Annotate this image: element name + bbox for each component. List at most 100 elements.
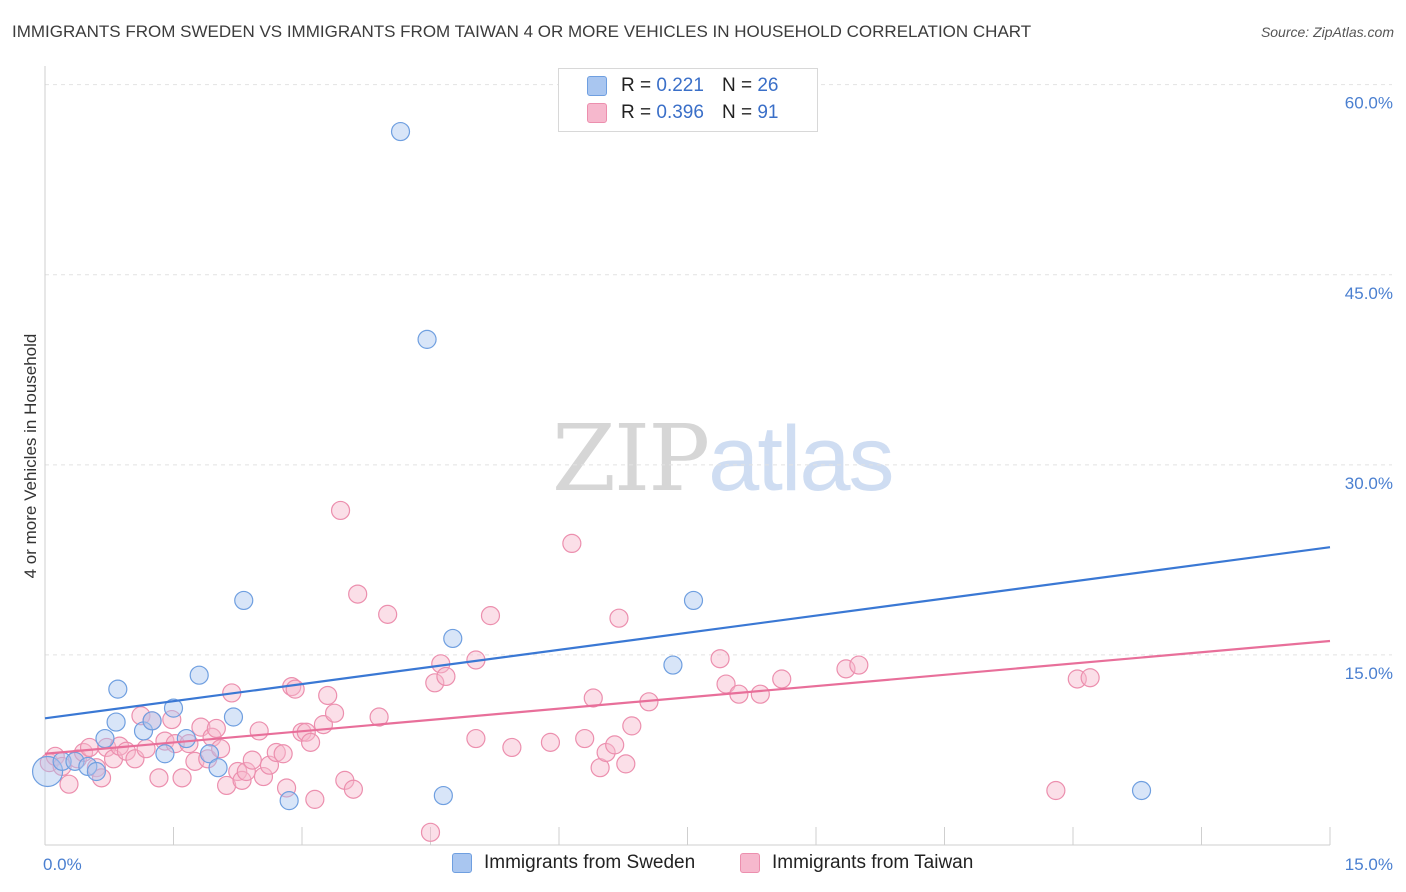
- y-tick-label: 60.0%: [1345, 94, 1393, 113]
- source-credit: Source: ZipAtlas.com: [1260, 24, 1394, 40]
- sweden-point: [155, 744, 175, 764]
- taiwan-point: [136, 739, 156, 759]
- sweden-point: [176, 728, 196, 749]
- taiwan-trend-line: [44, 639, 1331, 755]
- taiwan-point: [217, 775, 237, 796]
- chart-title: IMMIGRANTS FROM SWEDEN VS IMMIGRANTS FRO…: [12, 22, 1032, 41]
- sweden-point: [95, 728, 115, 749]
- x-tick-label: 15.0%: [1345, 855, 1393, 874]
- taiwan-point: [149, 768, 169, 788]
- taiwan-point: [836, 659, 856, 679]
- taiwan-point: [609, 608, 629, 628]
- bottom-swatch-taiwan: [740, 853, 760, 873]
- taiwan-point: [91, 768, 112, 788]
- taiwan-point: [172, 768, 192, 788]
- bottom-legend-label-taiwan: Immigrants from Taiwan: [772, 852, 974, 873]
- legend-r-label: R =: [621, 102, 652, 123]
- taiwan-point: [605, 735, 625, 755]
- taiwan-point: [575, 728, 595, 749]
- legend-n-value-sweden: 26: [757, 75, 779, 96]
- taiwan-point: [305, 789, 325, 809]
- sweden-point: [1131, 780, 1152, 801]
- taiwan-point: [750, 684, 770, 704]
- bottom-legend-taiwan: Immigrants from Taiwan: [740, 852, 973, 874]
- taiwan-point: [276, 778, 297, 798]
- taiwan-point: [324, 703, 345, 723]
- taiwan-point: [616, 754, 636, 774]
- taiwan-point: [330, 500, 351, 521]
- taiwan-point: [273, 744, 293, 764]
- taiwan-point: [232, 770, 252, 790]
- sweden-point: [189, 665, 209, 685]
- taiwan-point: [466, 728, 486, 749]
- taiwan-point: [540, 732, 561, 752]
- taiwan-point: [480, 606, 501, 626]
- taiwan-point: [369, 707, 389, 727]
- taiwan-point: [583, 688, 603, 708]
- taiwan-points: [39, 500, 1100, 842]
- watermark-zip: ZIP: [552, 405, 710, 512]
- sweden-point: [108, 679, 128, 699]
- taiwan-point: [1046, 780, 1066, 801]
- x-tick-label: 0.0%: [43, 855, 82, 874]
- sweden-point: [199, 744, 220, 764]
- y-axis-label: 4 or more Vehicles in Household: [21, 334, 40, 579]
- sweden-point: [223, 707, 244, 727]
- bottom-legend-sweden: Immigrants from Sweden: [452, 852, 695, 874]
- bottom-legend-label-sweden: Immigrants from Sweden: [484, 852, 696, 873]
- legend-n-label: N =: [721, 102, 753, 123]
- sweden-point: [234, 590, 254, 611]
- taiwan-point: [772, 669, 792, 689]
- taiwan-point: [266, 742, 286, 763]
- taiwan-point: [206, 718, 226, 739]
- legend-row-sweden: R = 0.221 N = 26: [587, 73, 778, 99]
- taiwan-point: [622, 716, 642, 736]
- legend-row-taiwan: R = 0.396 N = 91: [587, 100, 778, 126]
- gridlines: [45, 84, 1392, 656]
- axis-labels: 15.0% 30.0% 45.0% 60.0% 0.0% 15.0% 4 or more V…: [21, 94, 1393, 874]
- taiwan-point: [378, 604, 398, 624]
- y-tick-label: 45.0%: [1345, 284, 1393, 303]
- sweden-point: [417, 329, 437, 349]
- taiwan-point: [420, 822, 441, 842]
- sweden-point: [65, 751, 85, 771]
- legend-n-label: N =: [721, 75, 753, 96]
- y-tick-label: 15.0%: [1345, 664, 1393, 683]
- sweden-point: [163, 698, 184, 718]
- correlation-legend: R = 0.221 N = 26 R = 0.396 N = 91: [558, 68, 818, 132]
- watermark-atlas: atlas: [708, 408, 894, 510]
- taiwan-point: [285, 679, 305, 699]
- taiwan-point: [348, 584, 368, 604]
- axes: [44, 66, 1331, 846]
- taiwan-point: [425, 673, 445, 693]
- legend-r-value-taiwan: 0.396: [656, 102, 704, 123]
- sweden-point: [279, 791, 299, 811]
- taiwan-point: [179, 734, 199, 754]
- sweden-points: [31, 121, 1152, 811]
- taiwan-point: [502, 737, 522, 758]
- taiwan-point: [1080, 668, 1100, 688]
- bottom-swatch-sweden: [452, 853, 472, 873]
- legend-r-label: R =: [621, 75, 652, 96]
- sweden-point: [208, 758, 228, 778]
- taiwan-point: [300, 732, 321, 752]
- taiwan-point: [242, 750, 262, 770]
- taiwan-point: [253, 766, 274, 787]
- y-tick-label: 30.0%: [1345, 474, 1393, 493]
- taiwan-point: [849, 655, 869, 675]
- sweden-point: [390, 121, 411, 142]
- sweden-point: [443, 628, 463, 649]
- taiwan-point: [562, 533, 582, 554]
- legend-swatch-taiwan: [587, 103, 607, 123]
- taiwan-point: [436, 666, 456, 687]
- legend-n-value-taiwan: 91: [757, 102, 779, 123]
- taiwan-point: [710, 649, 730, 669]
- sweden-point: [106, 712, 126, 732]
- sweden-point: [142, 711, 162, 731]
- watermark: ZIPatlas: [552, 405, 895, 512]
- taiwan-point: [59, 774, 79, 794]
- taiwan-point: [131, 706, 151, 726]
- sweden-point: [663, 655, 683, 675]
- trend-lines: [44, 546, 1331, 755]
